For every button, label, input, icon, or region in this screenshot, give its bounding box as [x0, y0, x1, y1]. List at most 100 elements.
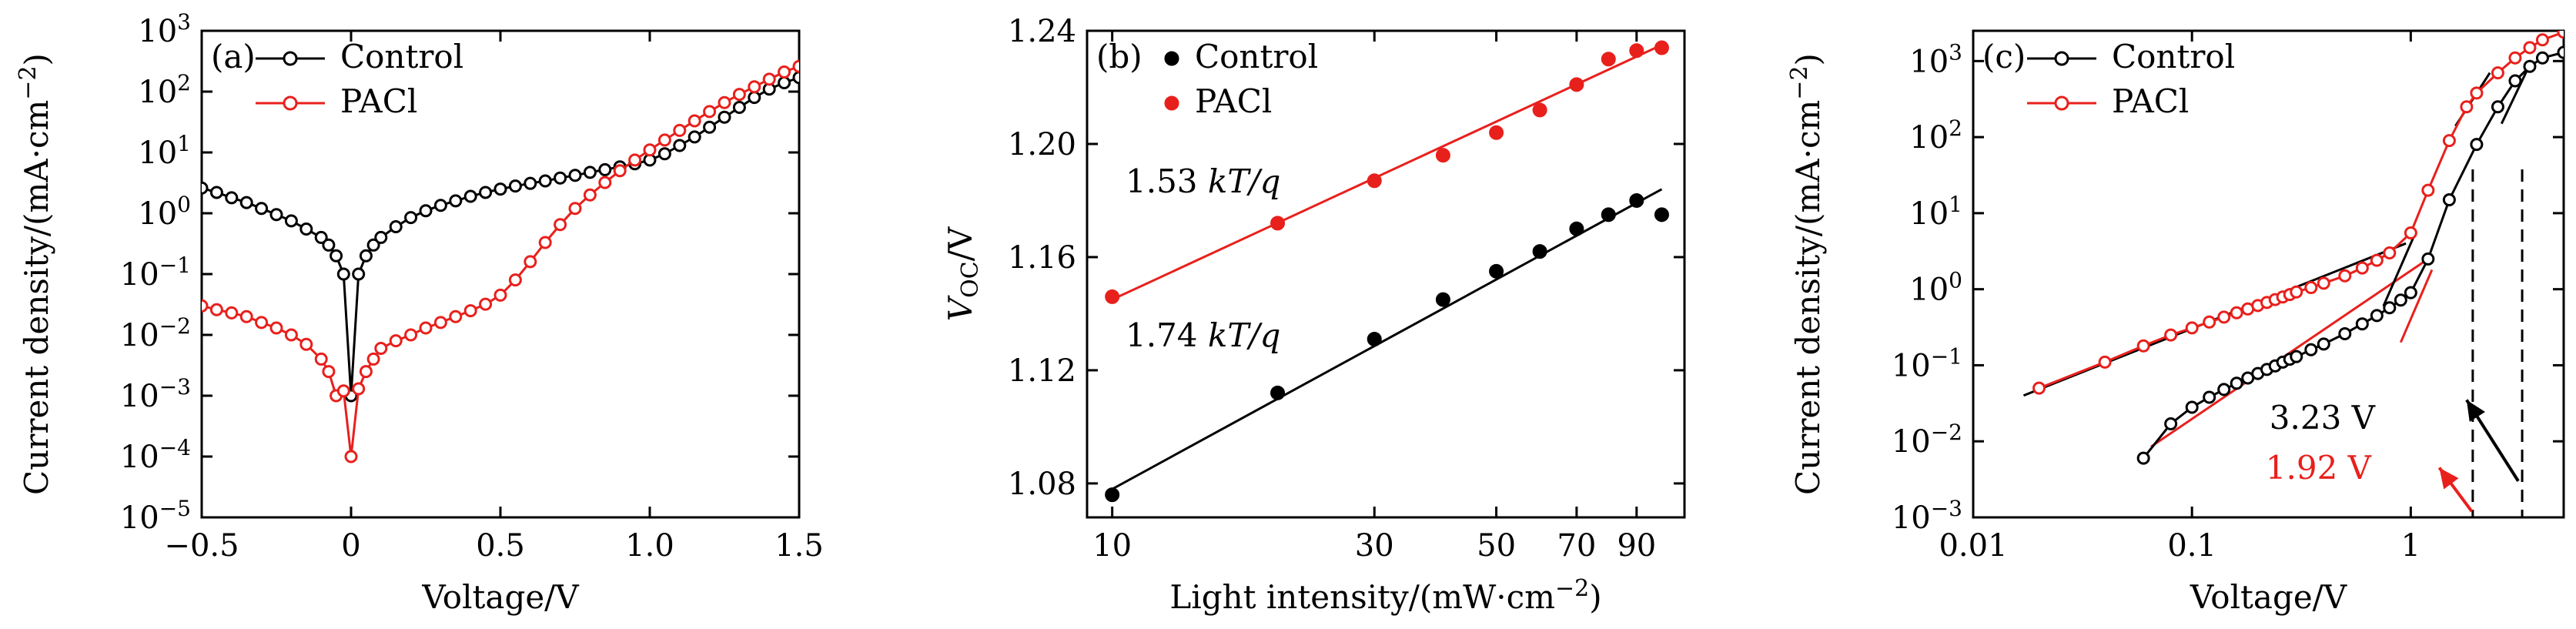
- data-point: [1367, 332, 1382, 347]
- x-tick-label: 0.01: [1939, 528, 2007, 564]
- data-point: [2136, 339, 2150, 353]
- data-point: [2230, 376, 2243, 390]
- data-point: [255, 316, 269, 330]
- y-tick-label: 1.08: [1008, 467, 1076, 502]
- data-point: [269, 208, 283, 222]
- data-point: [336, 267, 350, 281]
- data-point: [1601, 207, 1616, 222]
- data-point: [359, 249, 373, 263]
- y-axis-title: Current density/(mA·cm−2): [15, 53, 55, 495]
- y-tick-label: 102: [138, 70, 191, 110]
- fit-line: [2399, 269, 2434, 343]
- data-point: [374, 342, 388, 356]
- data-point: [202, 181, 209, 195]
- data-point: [2290, 285, 2303, 299]
- data-point: [344, 450, 358, 463]
- arrow-head: [2439, 467, 2459, 490]
- series-fit-line: [1111, 188, 1663, 490]
- data-point: [2304, 343, 2318, 356]
- data-point: [2355, 317, 2369, 331]
- data-point: [314, 352, 328, 366]
- data-point: [718, 110, 731, 124]
- panel-a: −0.5 0 0.5 1.0 1.5 10−5 10−4 10−3 10−2 10−1 100 101…: [15, 9, 824, 616]
- x-tick-label: 50: [1477, 528, 1516, 564]
- data-point: [554, 218, 567, 232]
- data-point: [2338, 269, 2352, 283]
- data-point: [613, 164, 627, 178]
- data-point: [2523, 59, 2537, 73]
- data-point: [449, 194, 463, 208]
- data-point: [2442, 192, 2456, 206]
- legend-marker: [2054, 95, 2069, 111]
- legend-label: Control: [1195, 38, 1318, 75]
- data-point: [419, 321, 433, 335]
- data-point: [643, 143, 657, 157]
- data-point: [2508, 74, 2522, 88]
- data-point: [778, 75, 791, 89]
- x-axis-title: Voltage/V: [421, 578, 579, 616]
- data-point: [2164, 328, 2178, 342]
- x-tick-label: 70: [1557, 528, 1596, 564]
- y-tick-label: 1.20: [1008, 127, 1076, 162]
- y-tick-label: 1.16: [1008, 240, 1076, 276]
- data-point: [299, 222, 313, 236]
- data-point: [2032, 381, 2046, 395]
- legend-label: PACl: [1195, 82, 1272, 120]
- data-point: [2203, 315, 2216, 329]
- data-point: [239, 196, 253, 209]
- data-point: [2370, 309, 2384, 323]
- data-point: [2421, 252, 2435, 266]
- y-tick-label: 103: [138, 9, 191, 49]
- data-point: [2557, 45, 2564, 59]
- x-tick-label: −0.5: [164, 528, 239, 564]
- data-point: [352, 382, 366, 396]
- data-point: [2404, 286, 2417, 299]
- data-point: [748, 91, 761, 105]
- data-point: [2290, 350, 2303, 363]
- data-point: [2304, 281, 2318, 295]
- data-point: [359, 365, 373, 379]
- y-tick-label: 10−4: [120, 435, 191, 475]
- data-point: [2491, 100, 2504, 114]
- x-tick-label: 0.5: [476, 528, 525, 564]
- data-point: [2442, 134, 2456, 148]
- data-point: [284, 214, 298, 228]
- data-point: [703, 105, 717, 119]
- y-tick-label: 1.12: [1008, 353, 1076, 389]
- data-point: [2136, 451, 2150, 465]
- x-tick-label: 30: [1355, 528, 1394, 564]
- data-point: [2535, 51, 2549, 65]
- data-point: [1532, 244, 1547, 259]
- data-point: [284, 328, 298, 342]
- voltage-annotation: 3.23 V: [2270, 399, 2376, 437]
- data-point: [2217, 310, 2231, 324]
- y-tick-label: 103: [1909, 39, 1962, 79]
- y-tick-label: 101: [1909, 192, 1962, 232]
- data-point: [2421, 183, 2435, 197]
- slope-annotation: 1.53 kT/q: [1126, 162, 1280, 200]
- data-point: [1654, 40, 1669, 55]
- panel-b: 10 30 50 70 90 1.08 1.12 1.16 1.20 1.24 Light inte…: [942, 14, 1686, 616]
- data-point: [1629, 43, 1644, 59]
- data-point: [598, 176, 612, 189]
- slope-annotation: 1.74 kT/q: [1126, 316, 1280, 354]
- data-point: [2098, 355, 2112, 369]
- legend-marker: [1164, 51, 1179, 66]
- data-point: [2460, 100, 2474, 114]
- data-point: [1435, 148, 1450, 163]
- data-point: [433, 316, 447, 330]
- legend-label: PACl: [2112, 82, 2189, 120]
- data-point: [554, 171, 567, 185]
- data-point: [1489, 125, 1504, 140]
- data-point: [299, 337, 313, 351]
- data-point: [524, 255, 537, 269]
- data-point: [2370, 253, 2384, 267]
- data-point: [2523, 41, 2537, 55]
- data-point: [449, 309, 463, 323]
- data-point: [322, 365, 336, 379]
- data-point: [524, 176, 537, 190]
- data-point: [2491, 66, 2504, 80]
- y-tick-label: 101: [138, 131, 191, 171]
- fit-line: [2500, 64, 2531, 125]
- data-point: [2383, 246, 2397, 260]
